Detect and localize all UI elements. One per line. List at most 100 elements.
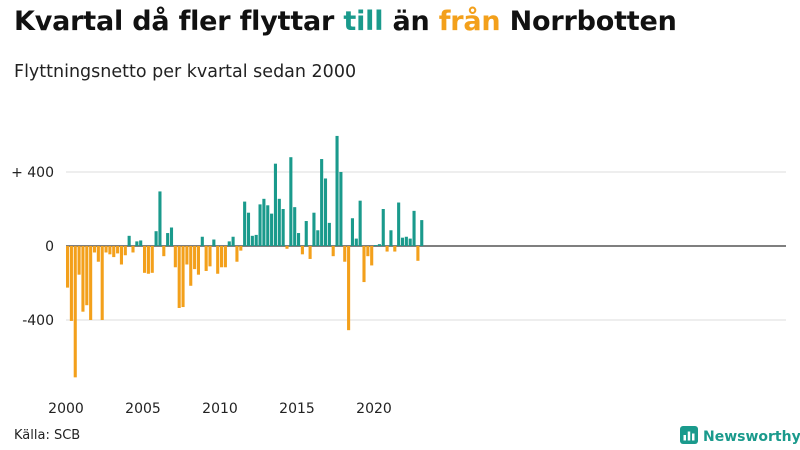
bar bbox=[143, 246, 147, 273]
bar bbox=[416, 246, 420, 261]
bar bbox=[385, 246, 389, 252]
chart-subtitle: Flyttningsnetto per kvartal sedan 2000 bbox=[14, 62, 357, 82]
bar bbox=[420, 220, 424, 246]
bar bbox=[281, 209, 285, 246]
bar bbox=[116, 246, 120, 254]
y-tick-label: 0 bbox=[45, 239, 54, 255]
bar bbox=[316, 230, 320, 246]
bar-layer bbox=[66, 135, 424, 378]
bar bbox=[327, 222, 331, 246]
bar bbox=[81, 246, 85, 312]
bar bbox=[331, 246, 335, 257]
bar bbox=[289, 157, 293, 246]
bar bbox=[66, 246, 70, 288]
bar bbox=[200, 236, 204, 246]
bar bbox=[208, 246, 212, 267]
bar bbox=[270, 213, 274, 246]
bar bbox=[335, 135, 339, 246]
bar bbox=[85, 246, 89, 306]
bar bbox=[216, 246, 220, 274]
bar bbox=[381, 209, 385, 246]
bar bbox=[119, 246, 123, 265]
bar bbox=[262, 198, 266, 246]
bar bbox=[73, 246, 77, 378]
bar bbox=[377, 244, 381, 246]
bar bbox=[277, 198, 281, 246]
x-tick-label: 2005 bbox=[125, 401, 161, 417]
bar bbox=[366, 246, 370, 257]
bar bbox=[231, 236, 235, 246]
bar bbox=[220, 246, 224, 268]
bar bbox=[323, 178, 328, 246]
bar bbox=[193, 246, 197, 270]
bar bbox=[169, 227, 174, 246]
brand-logo[interactable]: Newsworthy bbox=[680, 426, 800, 448]
x-tick-label: 2000 bbox=[48, 401, 84, 417]
bar bbox=[189, 246, 193, 286]
bar bbox=[89, 246, 93, 320]
bar bbox=[285, 246, 289, 249]
bar bbox=[166, 233, 170, 246]
bar bbox=[227, 241, 231, 246]
bar bbox=[254, 234, 258, 246]
bar bbox=[258, 204, 262, 246]
bar bbox=[150, 246, 154, 273]
bar bbox=[204, 246, 208, 271]
bar bbox=[104, 246, 108, 253]
bar bbox=[354, 238, 358, 246]
bar bbox=[212, 239, 216, 246]
bar bbox=[320, 159, 324, 246]
bar bbox=[297, 233, 301, 246]
bar bbox=[77, 246, 81, 275]
bar bbox=[293, 207, 297, 246]
bar bbox=[273, 163, 277, 246]
bar bbox=[393, 246, 397, 252]
bar bbox=[397, 202, 401, 246]
chart-title: Kvartal då fler flyttar till än från Nor… bbox=[14, 6, 677, 37]
bar bbox=[173, 246, 177, 268]
bar bbox=[235, 246, 239, 262]
bar bbox=[177, 246, 181, 308]
bar bbox=[408, 238, 412, 246]
brand-name: Newsworthy bbox=[703, 429, 800, 445]
bar bbox=[223, 246, 227, 268]
bar bbox=[127, 235, 131, 246]
bar bbox=[389, 230, 393, 246]
bar bbox=[300, 246, 304, 255]
bar bbox=[239, 246, 243, 251]
bar bbox=[312, 212, 316, 246]
title-part3: Norrbotten bbox=[509, 6, 677, 37]
bar bbox=[108, 246, 112, 255]
bar bbox=[243, 201, 247, 246]
x-tick-label: 2015 bbox=[279, 401, 315, 417]
bar bbox=[185, 246, 189, 265]
bar bbox=[350, 218, 354, 246]
bar bbox=[343, 246, 347, 262]
label-layer: + 400 0 -400 2000 2005 2010 2015 2020 bbox=[11, 165, 392, 417]
title-part1: Kvartal då fler flyttar bbox=[14, 6, 335, 37]
source-note: Källa: SCB bbox=[14, 428, 81, 443]
x-tick-label: 2010 bbox=[202, 401, 238, 417]
bar bbox=[135, 241, 139, 246]
bar bbox=[404, 236, 408, 246]
bar bbox=[158, 191, 162, 246]
bar bbox=[112, 246, 116, 258]
bar bbox=[139, 240, 143, 246]
title-fran: från bbox=[438, 6, 501, 37]
bar bbox=[400, 237, 405, 246]
bar bbox=[358, 200, 362, 246]
bar bbox=[246, 212, 251, 246]
bar bbox=[123, 246, 127, 256]
bar bbox=[374, 245, 378, 246]
bar bbox=[146, 246, 150, 274]
bar bbox=[69, 246, 73, 321]
title-part2: än bbox=[392, 6, 430, 37]
bar bbox=[250, 235, 254, 246]
bar-chart-logo-icon bbox=[680, 426, 698, 448]
bar bbox=[339, 172, 343, 246]
x-tick-label: 2020 bbox=[356, 401, 392, 417]
y-tick-label: -400 bbox=[22, 313, 54, 329]
bar bbox=[131, 246, 135, 253]
bar bbox=[162, 246, 166, 257]
